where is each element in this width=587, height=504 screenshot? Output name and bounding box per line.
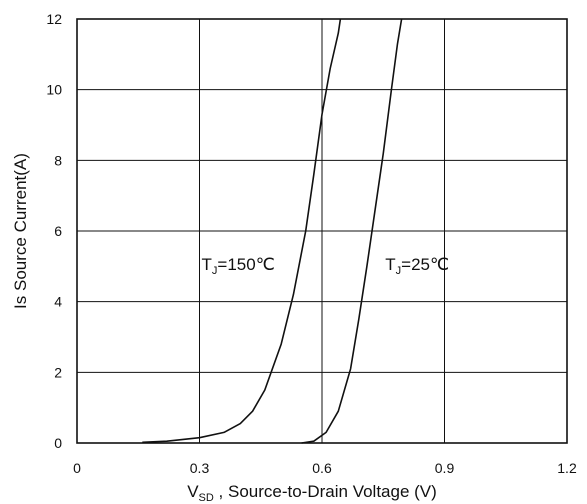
y-tick-label: 10 [46, 82, 62, 98]
x-tick-label: 0 [73, 460, 81, 476]
y-tick-labels: 0 2 4 6 8 10 12 [46, 11, 62, 451]
x-tick-labels: 0 0.3 0.6 0.9 1.2 [73, 460, 577, 476]
y-tick-label: 0 [54, 435, 62, 451]
x-tick-label: 0.9 [435, 460, 455, 476]
x-tick-label: 0.6 [312, 460, 332, 476]
x-axis-title: VSD , Source-to-Drain Voltage (V) [187, 482, 437, 504]
annotations: TJ=150℃ TJ=25℃ [202, 255, 450, 277]
y-tick-label: 12 [46, 11, 62, 27]
series-annotation-0: TJ=150℃ [202, 255, 275, 277]
y-tick-label: 8 [54, 152, 62, 168]
x-axis-title-rest: , Source-to-Drain Voltage (V) [214, 482, 437, 501]
y-axis-title: Is Source Current(A) [11, 153, 30, 309]
series-annotation-1: TJ=25℃ [385, 255, 449, 277]
y-tick-label: 2 [54, 364, 62, 380]
series-line-0 [142, 18, 342, 444]
grid [76, 18, 568, 444]
x-axis-title-subscript: SD [199, 492, 214, 504]
x-tick-label: 1.2 [557, 460, 577, 476]
x-axis-title-main: V [187, 482, 199, 501]
x-tick-label: 0.3 [190, 460, 210, 476]
series-layer [142, 18, 403, 444]
y-tick-label: 4 [54, 294, 62, 310]
plot-frame [76, 18, 568, 444]
series-line-1 [301, 18, 403, 444]
y-tick-label: 6 [54, 223, 62, 239]
